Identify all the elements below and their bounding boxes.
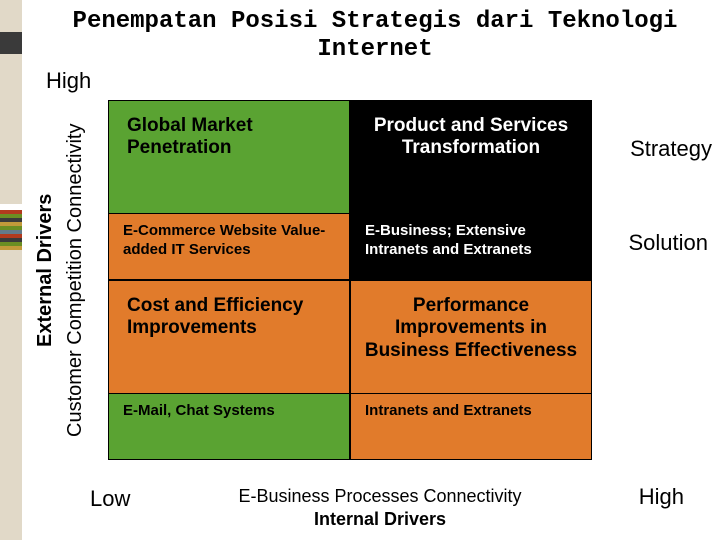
quadrant-bl-solution: E-Mail, Chat Systems: [109, 393, 349, 459]
quadrant-tr-heading: Product and Services Transformation: [351, 101, 591, 213]
x-axis-high-label: High: [639, 484, 684, 510]
quadrant-top-right: Product and Services Transformation E-Bu…: [350, 100, 592, 280]
y-axis-high-label: High: [46, 68, 91, 94]
y-axis-outer-label: External Drivers: [34, 170, 57, 370]
quadrant-tr-solution: E-Business; Extensive Intranets and Extr…: [351, 213, 591, 279]
strategy-matrix: Global Market Penetration E-Commerce Web…: [108, 100, 592, 460]
y-axis-inner-label: Customer Competition Connectivity: [64, 100, 87, 460]
quadrant-bl-heading: Cost and Efficiency Improvements: [109, 281, 349, 393]
quadrant-top-left: Global Market Penetration E-Commerce Web…: [108, 100, 350, 280]
row-label-strategy: Strategy: [630, 136, 712, 162]
quadrant-br-solution: Intranets and Extranets: [351, 393, 591, 459]
decorative-left-bar: [0, 0, 22, 540]
quadrant-br-heading: Performance Improvements in Business Eff…: [351, 281, 591, 393]
slide-title: Penempatan Posisi Strategis dari Teknolo…: [50, 8, 700, 63]
quadrant-bottom-left: Cost and Efficiency Improvements E-Mail,…: [108, 280, 350, 460]
x-axis-line1: E-Business Processes Connectivity: [180, 485, 580, 508]
y-axis-low-label: Low: [90, 486, 130, 512]
x-axis-line2: Internal Drivers: [180, 508, 580, 531]
quadrant-bottom-right: Performance Improvements in Business Eff…: [350, 280, 592, 460]
quadrant-tl-solution: E-Commerce Website Value-added IT Servic…: [109, 213, 349, 279]
quadrant-tl-heading: Global Market Penetration: [109, 101, 349, 213]
row-label-solution: Solution: [628, 230, 708, 256]
x-axis-labels: E-Business Processes Connectivity Intern…: [180, 485, 580, 530]
